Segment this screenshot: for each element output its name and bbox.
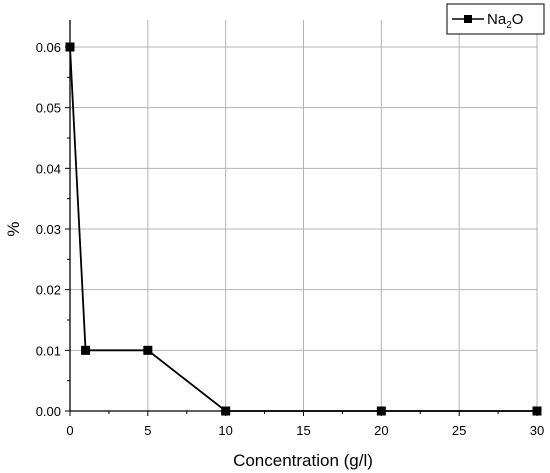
x-tick-label: 10 xyxy=(218,423,232,438)
x-tick-label: 0 xyxy=(66,423,73,438)
x-tick-label: 20 xyxy=(374,423,388,438)
legend-label-subscript: 2 xyxy=(506,20,512,31)
legend-label-base: Na xyxy=(487,11,507,28)
y-tick-label: 0.03 xyxy=(36,222,61,237)
data-point xyxy=(65,42,75,52)
x-axis-label: Concentration (g/l) xyxy=(233,451,373,470)
grid xyxy=(69,20,538,412)
y-tick-label: 0.01 xyxy=(36,343,61,358)
y-tick-label: 0.00 xyxy=(36,404,61,419)
x-tick-label: 25 xyxy=(452,423,466,438)
legend-label: Na2O xyxy=(487,11,523,31)
y-axis-label: % xyxy=(4,221,23,236)
ticks: 0 5 10 15 20 25 30 0.00 0.01 0.02 0.03 0.04 0.05 0.06 xyxy=(36,40,545,438)
legend-marker xyxy=(464,15,472,23)
y-tick-label: 0.04 xyxy=(36,161,61,176)
legend-label-suffix: O xyxy=(512,11,524,28)
data-point xyxy=(532,406,542,416)
data-point xyxy=(143,345,153,355)
data-point xyxy=(221,406,231,416)
series-line xyxy=(69,46,537,412)
x-tick-label: 5 xyxy=(144,423,151,438)
legend: Na2O xyxy=(446,3,545,35)
y-tick-label: 0.02 xyxy=(36,283,61,298)
x-tick-label: 15 xyxy=(296,423,310,438)
data-point xyxy=(376,406,386,416)
x-tick-label: 30 xyxy=(530,423,544,438)
series xyxy=(65,42,542,416)
y-tick-label: 0.06 xyxy=(36,40,61,55)
data-point xyxy=(81,345,91,355)
y-tick-label: 0.05 xyxy=(36,101,61,116)
